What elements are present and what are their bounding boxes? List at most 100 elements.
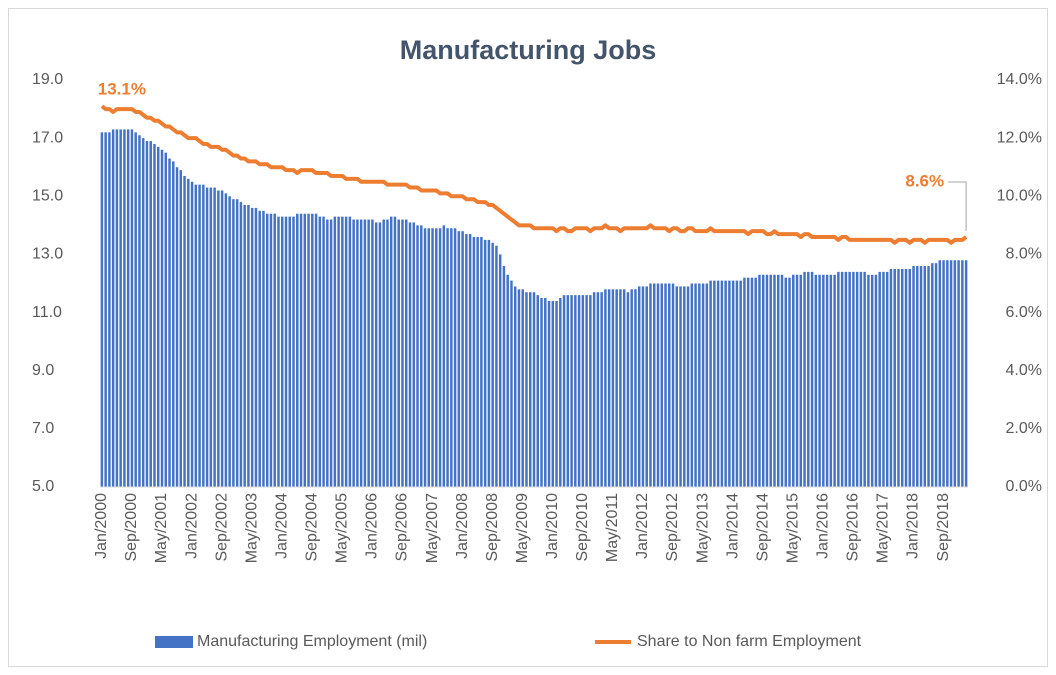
bar: [923, 266, 927, 487]
bar: [408, 222, 412, 487]
bar: [318, 216, 322, 487]
bar: [720, 280, 724, 487]
bar: [213, 187, 216, 488]
x-tick-label: May/2013: [694, 493, 711, 563]
y2-tick-label: 10.0%: [997, 188, 1042, 205]
bar: [149, 141, 152, 488]
bar: [713, 280, 716, 487]
x-tick-label: Jan/2012: [634, 493, 651, 559]
bar: [634, 289, 637, 487]
bar: [679, 286, 682, 487]
bar: [431, 228, 434, 487]
bar: [645, 286, 648, 487]
bar: [371, 219, 374, 488]
x-tick-label: Sep/2010: [574, 493, 591, 562]
bar: [138, 135, 141, 487]
bar: [566, 295, 570, 487]
bar: [329, 219, 333, 488]
bar: [243, 205, 246, 487]
leader-line: [948, 181, 967, 231]
bar: [938, 260, 942, 487]
bar: [491, 242, 494, 487]
bar: [311, 213, 314, 487]
bar: [536, 295, 539, 487]
bar: [348, 216, 352, 487]
bar: [450, 228, 453, 487]
bar: [773, 274, 776, 487]
bar: [277, 216, 280, 487]
x-tick-label: Jan/2006: [364, 493, 381, 559]
bar: [544, 298, 547, 487]
data-label: 13.1%: [98, 80, 146, 99]
bar: [671, 283, 675, 487]
bar: [446, 228, 449, 487]
bar: [946, 260, 949, 487]
bar: [356, 219, 359, 488]
y2-tick-label: 4.0%: [1006, 362, 1042, 379]
bar: [435, 228, 438, 487]
bar: [675, 286, 679, 487]
bar: [386, 219, 389, 488]
bar: [840, 271, 844, 487]
bar: [694, 283, 697, 487]
x-tick-label: Jan/2004: [273, 493, 290, 559]
bar: [731, 280, 735, 487]
bar: [668, 283, 671, 487]
x-tick-label: Jan/2018: [905, 493, 922, 559]
bar: [498, 254, 502, 487]
x-tick-label: Sep/2000: [123, 493, 140, 562]
bar: [427, 228, 431, 487]
bar: [780, 274, 784, 487]
bar: [949, 260, 953, 487]
bar: [157, 146, 160, 487]
bar: [442, 225, 446, 487]
y2-tick-label: 2.0%: [1006, 420, 1042, 437]
bar: [130, 129, 134, 487]
bar: [194, 184, 198, 487]
bar: [574, 295, 577, 487]
x-tick-label: Sep/2002: [213, 493, 230, 562]
bar: [637, 286, 641, 487]
bar: [585, 295, 588, 487]
legend-label: Share to Non farm Employment: [637, 633, 862, 650]
x-tick-label: Sep/2016: [845, 493, 862, 562]
bar: [867, 274, 870, 487]
bar: [281, 216, 284, 487]
bar: [604, 289, 607, 487]
bar: [953, 260, 957, 487]
bar: [513, 286, 517, 487]
bar: [701, 283, 705, 487]
x-tick-label: May/2015: [784, 493, 801, 563]
bar: [964, 260, 968, 487]
bar: [326, 219, 329, 488]
bar: [405, 219, 408, 488]
bar: [160, 149, 164, 487]
x-tick-label: May/2009: [514, 493, 531, 563]
bar: [141, 138, 145, 487]
bar: [852, 271, 855, 487]
bar: [296, 213, 299, 487]
bar: [521, 289, 524, 487]
bar: [724, 280, 727, 487]
x-tick-label: Sep/2004: [304, 493, 321, 562]
bar: [397, 219, 400, 488]
bar: [190, 181, 194, 487]
x-tick-label: Sep/2012: [664, 493, 681, 562]
bar: [916, 266, 919, 487]
bar: [389, 216, 393, 487]
bar: [758, 274, 761, 487]
bar: [592, 292, 596, 487]
bar: [746, 277, 750, 487]
bar: [217, 190, 220, 487]
bar: [870, 274, 874, 487]
bar: [927, 266, 930, 487]
bar: [825, 274, 829, 487]
x-tick-label: Jan/2014: [724, 493, 741, 559]
bar: [172, 161, 175, 487]
bar: [168, 158, 171, 487]
y-tick-label: 17.0: [32, 129, 63, 146]
bar: [904, 268, 908, 487]
bar: [453, 228, 457, 487]
